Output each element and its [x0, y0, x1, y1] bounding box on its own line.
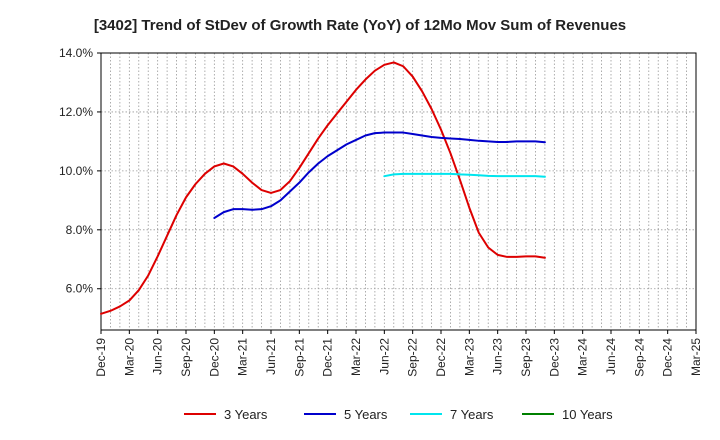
x-tick-label: Jun-23	[491, 338, 505, 375]
x-tick-label: Sep-22	[406, 338, 420, 377]
x-tick-label: Mar-25	[689, 338, 703, 376]
legend-label: 7 Years	[450, 407, 494, 422]
y-tick-label: 6.0%	[66, 282, 94, 296]
series-layer	[100, 61, 546, 315]
x-tick-label: Sep-21	[292, 338, 306, 377]
axis-layer: 6.0% 8.0% 10.0% 12.0% 14.0% Dec-19 Mar-20 Jun-2…	[59, 46, 703, 377]
x-tick-label: Sep-24	[632, 338, 646, 377]
chart-title: [3402] Trend of StDev of Growth Rate (Yo…	[94, 17, 626, 34]
legend-item-3-years: 3 Years	[184, 407, 268, 422]
series-line-5-years	[213, 131, 546, 220]
legend: 3 Years 5 Years 7 Years 10 Years	[184, 407, 613, 422]
y-tick-label: 10.0%	[59, 164, 93, 178]
x-tick-label: Dec-20	[207, 338, 221, 377]
x-tick-label: Sep-20	[179, 338, 193, 377]
x-tick-label: Jun-20	[151, 338, 165, 375]
x-tick-label: Dec-21	[321, 338, 335, 377]
x-tick-label: Dec-24	[661, 338, 675, 377]
x-tick-label: Mar-22	[349, 338, 363, 376]
x-tick-label: Sep-23	[519, 338, 533, 377]
y-tick-label: 8.0%	[66, 223, 94, 237]
series-line-7-years	[383, 172, 546, 178]
x-tick-label: Jun-24	[604, 338, 618, 375]
x-tick-label: Dec-23	[547, 338, 561, 377]
x-tick-label: Mar-23	[462, 338, 476, 376]
x-tick-label: Dec-22	[434, 338, 448, 377]
legend-item-10-years: 10 Years	[522, 407, 613, 422]
legend-item-7-years: 7 Years	[410, 407, 494, 422]
x-tick-label: Jun-21	[264, 338, 278, 375]
series-line-3-years	[100, 61, 546, 315]
legend-label: 5 Years	[344, 407, 388, 422]
x-tick-label: Dec-19	[94, 338, 108, 377]
plot-frame	[100, 52, 697, 331]
x-tick-label: Mar-21	[236, 338, 250, 376]
x-tick-label: Mar-24	[576, 338, 590, 376]
legend-label: 10 Years	[562, 407, 613, 422]
x-tick-label: Mar-20	[122, 338, 136, 376]
x-tick-label: Jun-22	[377, 338, 391, 375]
legend-item-5-years: 5 Years	[304, 407, 388, 422]
y-tick-label: 14.0%	[59, 46, 93, 60]
y-tick-label: 12.0%	[59, 105, 93, 119]
legend-label: 3 Years	[224, 407, 268, 422]
